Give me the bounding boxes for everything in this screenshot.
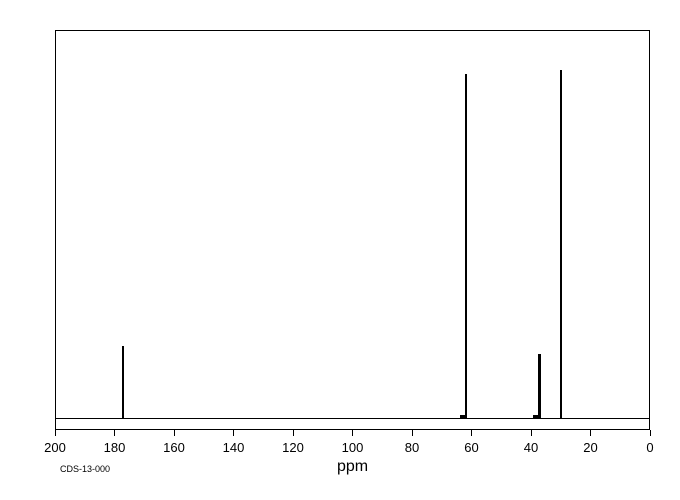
- x-tick: [471, 430, 472, 436]
- spectrum-peak: [465, 74, 467, 418]
- x-tick: [114, 430, 115, 436]
- x-tick-label: 60: [464, 440, 478, 455]
- x-tick-label: 100: [342, 440, 364, 455]
- nmr-spectrum-chart: 200180160140120100806040200 ppm CDS-13-0…: [0, 0, 680, 500]
- x-tick: [293, 430, 294, 436]
- x-tick: [55, 430, 56, 436]
- x-tick: [352, 430, 353, 436]
- x-tick: [650, 430, 651, 436]
- x-tick-label: 180: [104, 440, 126, 455]
- x-tick-label: 20: [583, 440, 597, 455]
- x-tick-label: 120: [282, 440, 304, 455]
- x-tick-label: 40: [524, 440, 538, 455]
- x-axis-label: ppm: [337, 458, 368, 476]
- spectrum-peak: [538, 354, 541, 418]
- x-tick-label: 0: [646, 440, 653, 455]
- x-tick-label: 140: [223, 440, 245, 455]
- x-tick-label: 200: [44, 440, 66, 455]
- spectrum-peak: [560, 70, 562, 418]
- x-tick-label: 80: [405, 440, 419, 455]
- x-tick: [531, 430, 532, 436]
- baseline-bump: [460, 415, 466, 418]
- x-tick: [233, 430, 234, 436]
- x-tick: [590, 430, 591, 436]
- spectrum-peak: [122, 346, 124, 418]
- x-tick: [174, 430, 175, 436]
- x-tick-label: 160: [163, 440, 185, 455]
- code-label: CDS-13-000: [60, 464, 110, 474]
- baseline: [55, 418, 650, 419]
- x-tick: [412, 430, 413, 436]
- baseline-bump: [533, 415, 541, 418]
